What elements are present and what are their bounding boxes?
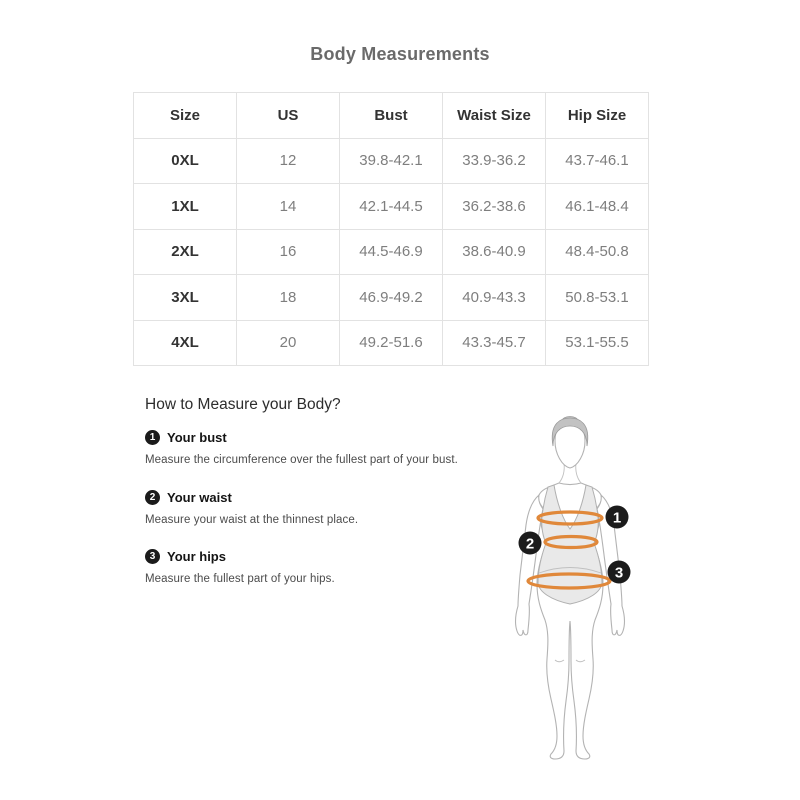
step-title: Your hips [167, 549, 226, 564]
knee-detail-lines [554, 659, 586, 663]
hip-cell: 48.4-50.8 [545, 228, 649, 275]
column-header-hip: Hip Size [545, 92, 649, 139]
hips-badge: 3 [607, 560, 631, 584]
step-3-number-icon: 3 [145, 549, 160, 564]
suit-hip-seam [538, 567, 602, 574]
svg-text:1: 1 [613, 510, 621, 527]
table-row: 1XL 14 42.1-44.5 36.2-38.6 46.1-48.4 [133, 183, 649, 230]
svg-text:2: 2 [526, 536, 534, 553]
guide-step-waist: 2 Your waist Measure your waist at the t… [145, 490, 475, 526]
table-row: 4XL 20 49.2-51.6 43.3-45.7 53.1-55.5 [133, 319, 649, 366]
guide-heading: How to Measure your Body? [145, 396, 341, 413]
svg-text:3: 3 [615, 565, 623, 582]
step-description: Measure the circumference over the fulle… [145, 454, 458, 466]
column-header-bust: Bust [339, 92, 443, 139]
step-description: Measure the fullest part of your hips. [145, 573, 335, 585]
figure-left-arm [515, 493, 544, 636]
step-1-number-icon: 1 [145, 430, 160, 445]
step-title: Your waist [167, 490, 232, 505]
step-description: Measure your waist at the thinnest place… [145, 514, 359, 526]
step-title-row: 1 Your bust [145, 430, 475, 445]
table-row: 3XL 18 46.9-49.2 40.9-43.3 50.8-53.1 [133, 274, 649, 321]
waist-badge: 2 [518, 531, 542, 555]
step-title-row: 2 Your waist [145, 490, 475, 505]
waist-cell: 43.3-45.7 [442, 319, 546, 366]
table-row: 0XL 12 39.8-42.1 33.9-36.2 43.7-46.1 [133, 137, 649, 184]
bust-cell: 46.9-49.2 [339, 274, 443, 321]
hip-cell: 43.7-46.1 [545, 137, 649, 184]
bust-cell: 39.8-42.1 [339, 137, 443, 184]
hip-measure-line [526, 572, 612, 590]
column-header-us: US [236, 92, 340, 139]
bust-measure-line [536, 510, 604, 526]
step-2-number-icon: 2 [145, 490, 160, 505]
waist-cell: 33.9-36.2 [442, 137, 546, 184]
hair-shape [551, 417, 589, 447]
table-row: 2XL 16 44.5-46.9 38.6-40.9 48.4-50.8 [133, 228, 649, 275]
size-cell: 2XL [133, 228, 237, 275]
waist-cell: 36.2-38.6 [442, 183, 546, 230]
step-title: Your bust [167, 430, 227, 445]
bust-badge: 1 [605, 505, 629, 529]
page-title: Body Measurements [310, 44, 490, 64]
body-measurement-figure: 1 2 3 [515, 416, 631, 760]
bust-cell: 42.1-44.5 [339, 183, 443, 230]
waist-measure-line [543, 534, 599, 550]
guide-step-hips: 3 Your hips Measure the fullest part of … [145, 549, 475, 585]
size-chart-table: Size US Bust Waist Size Hip Size 0XL 12 … [133, 92, 649, 366]
hip-cell: 50.8-53.1 [545, 274, 649, 321]
us-cell: 12 [236, 137, 340, 184]
size-cell: 4XL [133, 319, 237, 366]
waist-cell: 40.9-43.3 [442, 274, 546, 321]
hip-cell: 46.1-48.4 [545, 183, 649, 230]
us-cell: 16 [236, 228, 340, 275]
size-cell: 1XL [133, 183, 237, 230]
column-header-waist: Waist Size [442, 92, 546, 139]
guide-step-bust: 1 Your bust Measure the circumference ov… [145, 430, 475, 466]
us-cell: 20 [236, 319, 340, 366]
waist-cell: 38.6-40.9 [442, 228, 546, 275]
bust-cell: 49.2-51.6 [339, 319, 443, 366]
table-header-row: Size US Bust Waist Size Hip Size [133, 92, 649, 139]
size-cell: 0XL [133, 137, 237, 184]
size-cell: 3XL [133, 274, 237, 321]
column-header-size: Size [133, 92, 237, 139]
bust-cell: 44.5-46.9 [339, 228, 443, 275]
us-cell: 18 [236, 274, 340, 321]
hip-cell: 53.1-55.5 [545, 319, 649, 366]
us-cell: 14 [236, 183, 340, 230]
step-title-row: 3 Your hips [145, 549, 475, 564]
